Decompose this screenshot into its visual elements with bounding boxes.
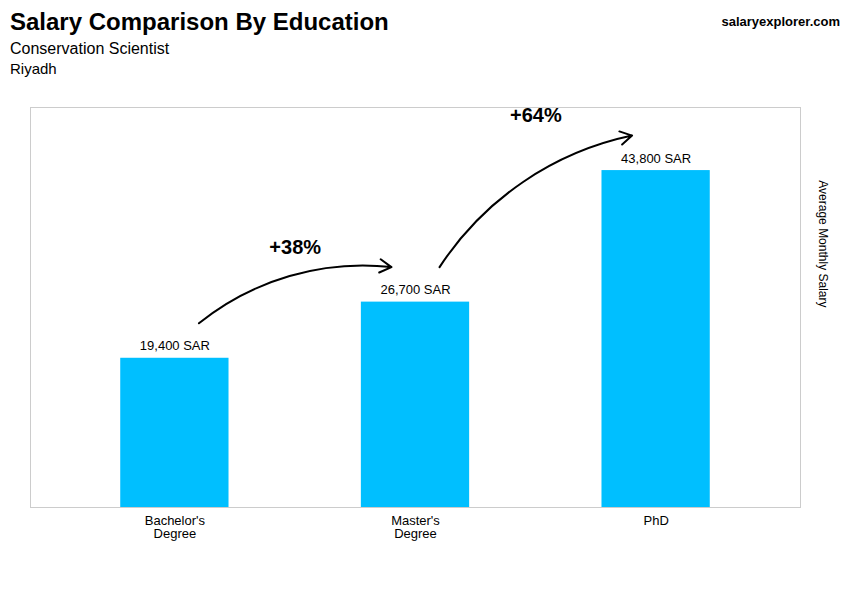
html-text:Salary Comparison By Education: Salary Comparison By Education — [10, 8, 389, 35]
svg-text:PhD: PhD — [643, 513, 668, 528]
html-text:salaryexplorer.com: salaryexplorer.com — [721, 14, 840, 29]
svg-text:26,700 SAR: 26,700 SAR — [380, 282, 450, 297]
svg-text:43,800 SAR: 43,800 SAR — [621, 151, 691, 166]
svg-text:Master'sDegree: Master'sDegree — [391, 513, 440, 541]
html-text:Conservation Scientist: Conservation Scientist — [10, 40, 170, 57]
svg-text:+38%: +38% — [269, 236, 321, 258]
svg-text:Bachelor'sDegree: Bachelor'sDegree — [145, 513, 206, 541]
svg-text:19,400 SAR: 19,400 SAR — [140, 338, 210, 353]
html-text:Riyadh: Riyadh — [10, 60, 57, 77]
svg-text:Average Monthly Salary: Average Monthly Salary — [816, 180, 830, 307]
svg-text:+64%: +64% — [510, 104, 562, 126]
